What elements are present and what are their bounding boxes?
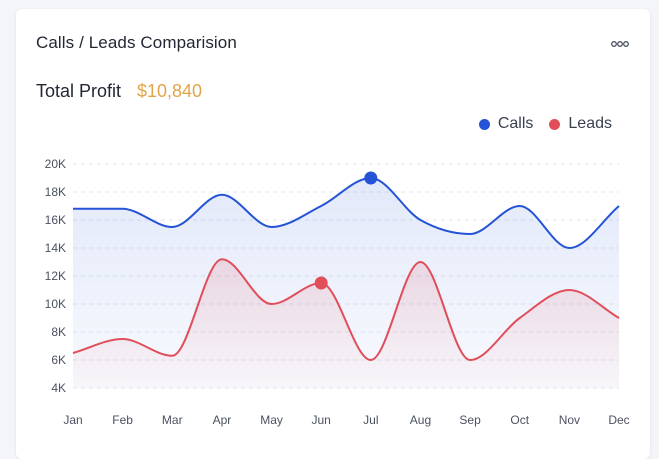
- calls-legend-dot: [478, 118, 490, 130]
- chart-legend: Calls Leads: [478, 115, 612, 133]
- calls-leads-card: Calls / Leads Comparision Total Profit $…: [16, 9, 650, 459]
- calls-line: [73, 177, 620, 249]
- x-tick-label: Mar: [162, 413, 183, 427]
- y-tick-label: 20K: [45, 157, 66, 171]
- leads-line: [72, 258, 620, 361]
- x-tick-label: Feb: [112, 413, 133, 427]
- leads-legend-dot: [549, 118, 561, 130]
- x-tick-label: Jun: [312, 413, 331, 427]
- y-tick-label: 12K: [45, 269, 66, 283]
- x-tick-label: Apr: [213, 413, 232, 427]
- x-tick-label: Dec: [608, 413, 629, 427]
- y-tick-label: 16K: [45, 213, 66, 227]
- total-profit-value: $10,840: [137, 81, 203, 101]
- x-tick-label: Sep: [459, 413, 481, 427]
- leads-point: [314, 276, 328, 290]
- x-tick-label: Nov: [559, 413, 580, 427]
- more-options-icon[interactable]: [610, 37, 630, 51]
- legend-item-leads[interactable]: Leads: [549, 115, 612, 133]
- x-tick-label: Jan: [63, 413, 82, 427]
- legend-item-calls[interactable]: Calls: [478, 115, 534, 133]
- legend-label-leads: Leads: [568, 115, 612, 132]
- card-title: Calls / Leads Comparision: [36, 33, 237, 52]
- x-tick-label: Jul: [363, 413, 378, 427]
- y-tick-label: 8K: [51, 325, 66, 339]
- calls-point: [364, 171, 378, 185]
- y-tick-label: 18K: [45, 185, 66, 199]
- x-tick-label: Oct: [510, 413, 529, 427]
- x-tick-label: Aug: [410, 413, 431, 427]
- y-tick-label: 14K: [45, 241, 66, 255]
- y-tick-label: 6K: [51, 353, 66, 367]
- x-tick-label: May: [260, 413, 283, 427]
- legend-label-calls: Calls: [497, 115, 534, 132]
- y-tick-label: 10K: [45, 297, 66, 311]
- total-profit-label: Total Profit: [36, 81, 122, 101]
- y-tick-label: 4K: [51, 381, 66, 395]
- calls-leads-line-chart: 20K 18K 16K 14K 12K 10K 8K 6K 4K Jan Feb Mar Apr May J…: [45, 157, 630, 427]
